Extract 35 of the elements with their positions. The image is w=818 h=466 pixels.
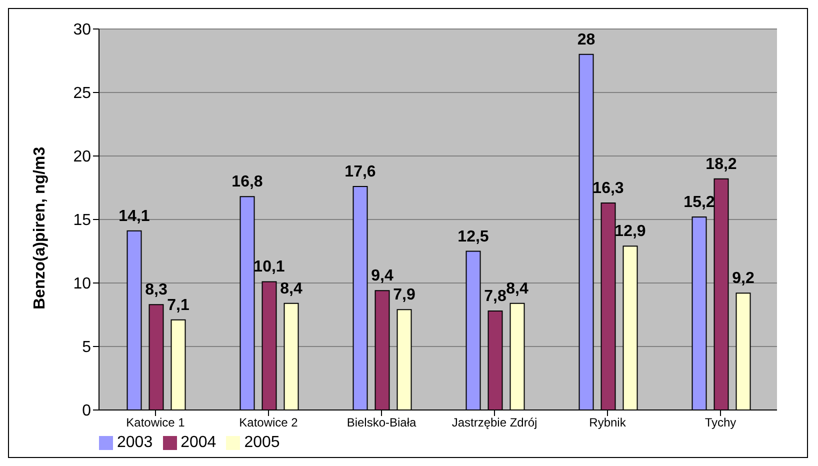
data-label: 16,8	[232, 174, 263, 191]
legend-label: 2005	[244, 434, 280, 451]
x-tick-label: Tychy	[704, 416, 736, 430]
y-axis-title: Benzo(a)piren, ng/m3	[32, 146, 49, 310]
data-label: 16,3	[592, 180, 624, 197]
data-label: 7,1	[167, 296, 190, 314]
data-label: 12,5	[458, 228, 489, 246]
data-label: 8,4	[280, 280, 302, 298]
y-tick-label: 30	[73, 22, 92, 39]
x-tick-label: Katowice 1	[126, 416, 186, 430]
data-label: 14,1	[118, 208, 150, 225]
data-label: 12,9	[614, 223, 646, 240]
y-tick-label: 10	[73, 276, 92, 293]
data-label: 15,2	[684, 194, 715, 211]
data-label: 9,2	[732, 270, 754, 288]
x-tick-label: Rybnik	[589, 416, 627, 430]
data-label: 9,4	[371, 268, 394, 285]
data-label: 7,9	[393, 286, 416, 304]
y-tick-label: 15	[73, 212, 92, 230]
y-tick-label: 5	[82, 339, 92, 356]
y-tick-label: 25	[73, 85, 92, 102]
data-label: 17,6	[344, 163, 376, 180]
x-tick-label: Bielsko-Biała	[346, 416, 416, 430]
x-tick-label: Katowice 2	[239, 416, 298, 430]
data-label: 28	[577, 31, 596, 48]
data-label: 7,8	[484, 288, 506, 305]
legend-label: 2003	[117, 434, 153, 451]
x-tick-label: Jastrzębie Zdrój	[452, 416, 538, 430]
data-label: 8,3	[145, 282, 168, 299]
data-label: 8,4	[506, 280, 528, 298]
y-tick-label: 0	[82, 402, 92, 420]
y-tick-label: 20	[73, 148, 92, 166]
data-label: 18,2	[706, 156, 737, 173]
data-label: 10,1	[254, 258, 285, 276]
legend-label: 2004	[180, 434, 216, 451]
